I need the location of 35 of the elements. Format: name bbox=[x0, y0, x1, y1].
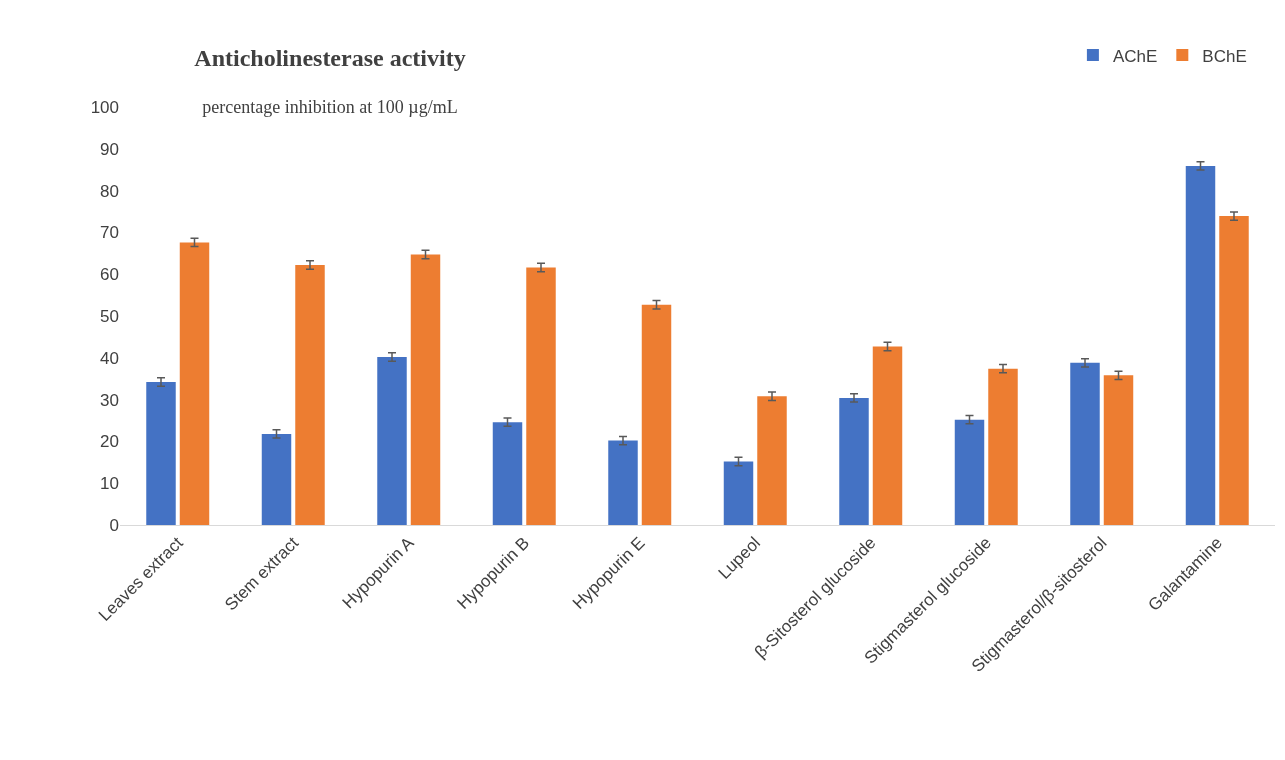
bar bbox=[261, 433, 292, 525]
y-tick-label: 80 bbox=[100, 181, 119, 201]
bar bbox=[608, 440, 638, 525]
chart-title: Anticholinesterase activity bbox=[194, 45, 466, 72]
y-tick-label: 10 bbox=[100, 474, 119, 494]
y-tick-label: 70 bbox=[100, 223, 119, 243]
bar bbox=[988, 368, 1018, 525]
bar bbox=[757, 396, 787, 525]
bar bbox=[377, 356, 407, 525]
bar bbox=[1103, 375, 1134, 525]
bar bbox=[1219, 216, 1249, 525]
bar bbox=[492, 422, 523, 525]
bar bbox=[1070, 362, 1100, 525]
bar bbox=[295, 265, 325, 525]
chart-subtitle: percentage inhibition at 100 µg/mL bbox=[202, 96, 458, 117]
legend-label: AChE bbox=[1112, 46, 1158, 66]
y-tick-label: 60 bbox=[100, 265, 119, 285]
bar bbox=[1185, 165, 1216, 525]
bar bbox=[954, 419, 985, 525]
y-tick-label: 100 bbox=[90, 97, 119, 117]
bar bbox=[146, 382, 176, 525]
bar bbox=[179, 242, 210, 525]
y-tick-label: 50 bbox=[100, 306, 119, 326]
bar bbox=[872, 346, 903, 525]
y-tick-label: 0 bbox=[109, 515, 119, 535]
y-tick-label: 20 bbox=[100, 432, 119, 452]
legend-label: BChE bbox=[1202, 46, 1247, 66]
bar bbox=[839, 397, 869, 525]
bar bbox=[410, 254, 441, 525]
y-tick-label: 40 bbox=[100, 348, 119, 368]
y-tick-label: 90 bbox=[100, 139, 119, 159]
bar bbox=[526, 267, 556, 525]
bar bbox=[641, 304, 672, 525]
y-tick-label: 30 bbox=[100, 390, 119, 410]
bar bbox=[723, 461, 754, 525]
